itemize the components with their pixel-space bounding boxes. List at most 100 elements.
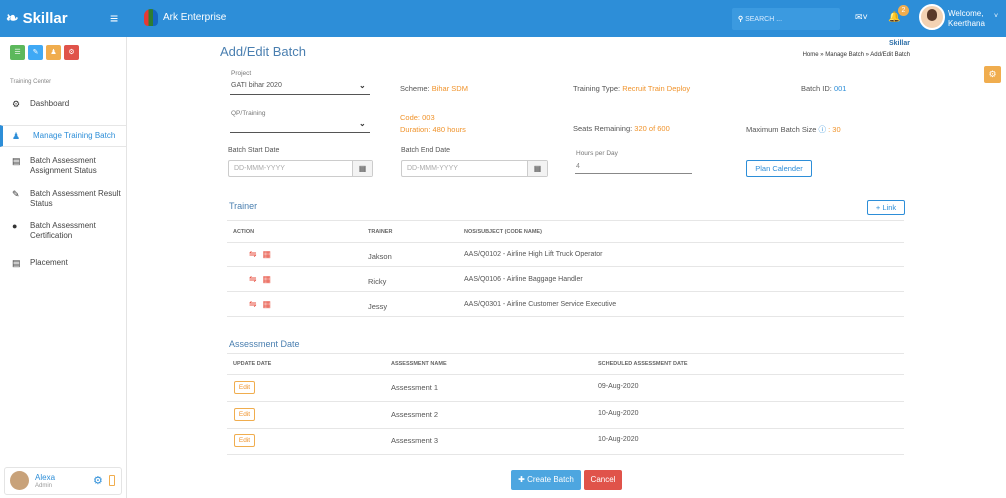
mail-icon[interactable]: ✉˅: [855, 12, 868, 22]
trainer-name: Jakson: [368, 252, 392, 261]
batch-id-label: Batch ID:: [801, 84, 832, 93]
chevron-down-icon[interactable]: ⌄: [359, 81, 366, 90]
unlink-icon[interactable]: ⇋: [249, 299, 257, 309]
gear-icon[interactable]: ⚙: [93, 475, 103, 487]
assessment-name: Assessment 2: [391, 410, 439, 419]
training-type-info: Training Type: Recruit Train Deploy: [573, 84, 690, 93]
trainer-subject: AAS/Q0301 - Airline Customer Service Exe…: [464, 301, 617, 308]
chevron-down-icon[interactable]: ˅: [994, 13, 999, 20]
trainer-name: Jessy: [368, 302, 388, 311]
circle-icon: ●: [12, 221, 18, 231]
quick-actions: ☰ ✎ ♟ ⚙: [10, 45, 79, 60]
plan-calendar-button[interactable]: Plan Calender: [746, 160, 812, 177]
divider: [227, 374, 904, 375]
project-label: Project: [231, 70, 252, 77]
sidebar-item-dashboard[interactable]: ⚙ Dashboard: [0, 99, 126, 109]
trainer-section-title: Trainer: [229, 201, 258, 211]
avatar[interactable]: [10, 471, 29, 490]
unlink-icon[interactable]: ⇋: [249, 274, 257, 284]
cancel-button[interactable]: Cancel: [584, 470, 622, 490]
start-date-placeholder: DD-MMM-YYYY: [234, 165, 285, 172]
org-logo-icon: [144, 9, 158, 26]
brand-logo[interactable]: ❧ Skillar: [6, 9, 68, 28]
organization: Ark Enterprise: [144, 9, 226, 26]
end-date-input[interactable]: DD-MMM-YYYY ▦: [401, 160, 548, 177]
seats-info: Seats Remaining: 320 of 600: [573, 124, 670, 133]
edit-button[interactable]: Edit: [234, 408, 255, 421]
assessment-date: 10-Aug-2020: [598, 436, 639, 443]
mobile-icon[interactable]: [109, 475, 115, 486]
divider: [227, 220, 904, 221]
trainer-name: Ricky: [368, 277, 387, 286]
seats-label: Seats Remaining:: [573, 124, 633, 133]
search-input[interactable]: ⚲ SEARCH ...: [732, 8, 840, 30]
user-greeting[interactable]: Welcome, Keerthana: [948, 9, 985, 29]
calendar-icon[interactable]: ▦: [352, 161, 372, 176]
duration-value: Duration: 480 hours: [400, 125, 466, 134]
assessment-section-title: Assessment Date: [229, 339, 300, 349]
row-actions: ⇋ ▦: [249, 274, 271, 285]
org-name: Ark Enterprise: [163, 12, 227, 23]
list-icon: ▤: [12, 258, 21, 268]
trash-icon[interactable]: ▦: [262, 249, 272, 259]
batch-id-info: Batch ID: 001: [801, 84, 846, 93]
settings-gear-icon[interactable]: ⚙: [984, 66, 1001, 83]
breadcrumb[interactable]: Home » Manage Batch » Add/Edit Batch: [802, 52, 910, 58]
sidebar-item-batch-assessment-assignment-status[interactable]: ▤ Batch Assessment Assignment Status: [0, 156, 126, 176]
breadcrumb-brand: Skillar: [888, 40, 910, 47]
clipboard-icon: ▤: [12, 156, 21, 166]
user-name: Keerthana: [948, 19, 985, 28]
sidebar-item-label: Batch Assessment Assignment Status: [30, 156, 97, 175]
project-underline: [230, 94, 370, 95]
create-batch-button[interactable]: ✚ Create Batch: [511, 470, 581, 490]
divider: [227, 242, 904, 243]
sidebar-item-manage-training-batch[interactable]: ♟ Manage Training Batch: [0, 125, 126, 147]
training-type-label: Training Type:: [573, 84, 621, 93]
code-value: Code: 003: [400, 113, 435, 122]
welcome-text: Welcome,: [948, 9, 984, 18]
sidebar-item-placement[interactable]: ▤ Placement: [0, 258, 126, 268]
sidebar-user-card: Alexa Admin ⚙: [4, 467, 122, 495]
menu-toggle-icon[interactable]: ≡: [110, 10, 119, 26]
search-icon: ⚲: [738, 16, 744, 23]
trash-icon[interactable]: ▦: [262, 299, 272, 309]
calendar-icon[interactable]: ▦: [527, 161, 547, 176]
column-header-trainer: TRAINER: [368, 229, 393, 235]
unlink-icon[interactable]: ⇋: [249, 249, 257, 259]
footer-user-role: Admin: [35, 483, 53, 489]
quick-users-button[interactable]: ♟: [46, 45, 61, 60]
quick-list-button[interactable]: ☰: [10, 45, 25, 60]
edit-button[interactable]: Edit: [234, 434, 255, 447]
start-date-input[interactable]: DD-MMM-YYYY ▦: [228, 160, 373, 177]
info-icon[interactable]: ⓘ: [818, 125, 827, 134]
scheme-label: Scheme:: [400, 84, 430, 93]
assessment-date: 09-Aug-2020: [598, 383, 639, 390]
sidebar-section-title: Training Center: [10, 79, 52, 85]
divider: [227, 266, 904, 267]
bell-icon[interactable]: 🔔: [888, 12, 901, 23]
link-trainer-button[interactable]: + Link: [867, 200, 905, 215]
max-batch-label: Maximum Batch Size: [746, 125, 817, 134]
column-header-action: ACTION: [233, 229, 255, 235]
sidebar-item-batch-assessment-certification[interactable]: ● Batch Assessment Certification: [0, 221, 126, 241]
quick-settings-button[interactable]: ⚙: [64, 45, 79, 60]
sidebar-item-label: Batch Assessment Certification: [30, 221, 96, 240]
qp-training-select[interactable]: [230, 132, 370, 133]
end-date-label: Batch End Date: [401, 147, 451, 154]
divider: [227, 454, 904, 455]
assessment-name: Assessment 1: [391, 383, 439, 392]
divider: [227, 316, 904, 317]
row-actions: ⇋ ▦: [249, 249, 271, 260]
chevron-down-icon[interactable]: ⌄: [359, 119, 366, 128]
pencil-icon: ✎: [12, 189, 20, 199]
project-select[interactable]: GATI bihar 2020: [231, 82, 282, 89]
user-avatar[interactable]: [919, 4, 945, 30]
divider: [227, 428, 904, 429]
edit-button[interactable]: Edit: [234, 381, 255, 394]
quick-edit-button[interactable]: ✎: [28, 45, 43, 60]
trash-icon[interactable]: ▦: [262, 274, 272, 284]
end-date-placeholder: DD-MMM-YYYY: [407, 165, 458, 172]
training-type-value: Recruit Train Deploy: [622, 84, 691, 93]
sidebar-item-batch-assessment-result-status[interactable]: ✎ Batch Assessment Result Status: [0, 189, 126, 209]
hours-per-day-input[interactable]: 4: [576, 163, 580, 170]
